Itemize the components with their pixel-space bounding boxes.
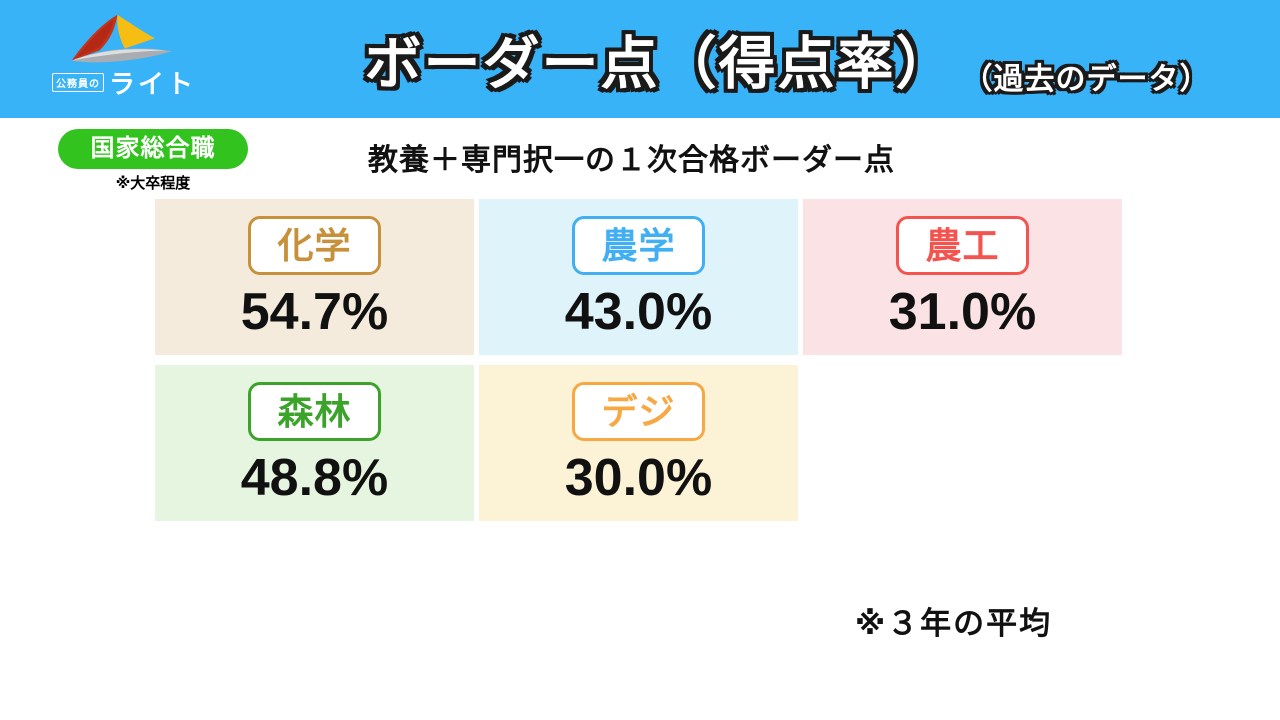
paper-plane-logo-icon [71,14,172,63]
score-cards-grid: 化学 54.7% 農学 43.0% 農工 31.0% 森林 48.8% デジ 3… [155,199,1122,521]
title-area: ボーダー点（得点率） （過去のデータ） [310,0,1265,118]
page-title: ボーダー点（得点率） [364,32,955,96]
score-card-kagaku: 化学 54.7% [155,199,474,355]
score-card-nougaku: 農学 43.0% [479,199,798,355]
score-card-deji: デジ 30.0% [479,365,798,521]
score-card-noukou: 農工 31.0% [803,199,1122,355]
page-title-note: （過去のデータ） [962,63,1211,96]
subject-label-shinrin: 森林 [248,382,381,441]
subject-label-noukou: 農工 [896,216,1029,275]
score-value-deji: 30.0% [564,449,713,507]
subject-label-kagaku: 化学 [248,216,381,275]
logo-text: 公務員の ライト [52,64,196,101]
footnote: ※３年の平均 [855,606,1053,641]
section-title: 教養＋専門択一の１次合格ボーダー点 [368,144,895,177]
score-value-shinrin: 48.8% [240,449,389,507]
category-badge-note: ※大卒程度 [115,175,191,192]
category-badge-block: 国家総合職 ※大卒程度 [58,129,248,193]
score-card-shinrin: 森林 48.8% [155,365,474,521]
subject-label-deji: デジ [572,382,705,441]
subject-label-nougaku: 農学 [572,216,705,275]
logo-brand-text: ライト [109,69,197,99]
score-value-noukou: 31.0% [888,283,1037,341]
logo-small-text: 公務員の [52,73,104,92]
score-value-kagaku: 54.7% [240,283,389,341]
header-bar: 公務員の ライト ボーダー点（得点率） （過去のデータ） [0,0,1280,118]
brand-logo: 公務員の ライト [52,12,196,101]
category-badge: 国家総合職 [58,129,248,169]
score-value-nougaku: 43.0% [564,283,713,341]
